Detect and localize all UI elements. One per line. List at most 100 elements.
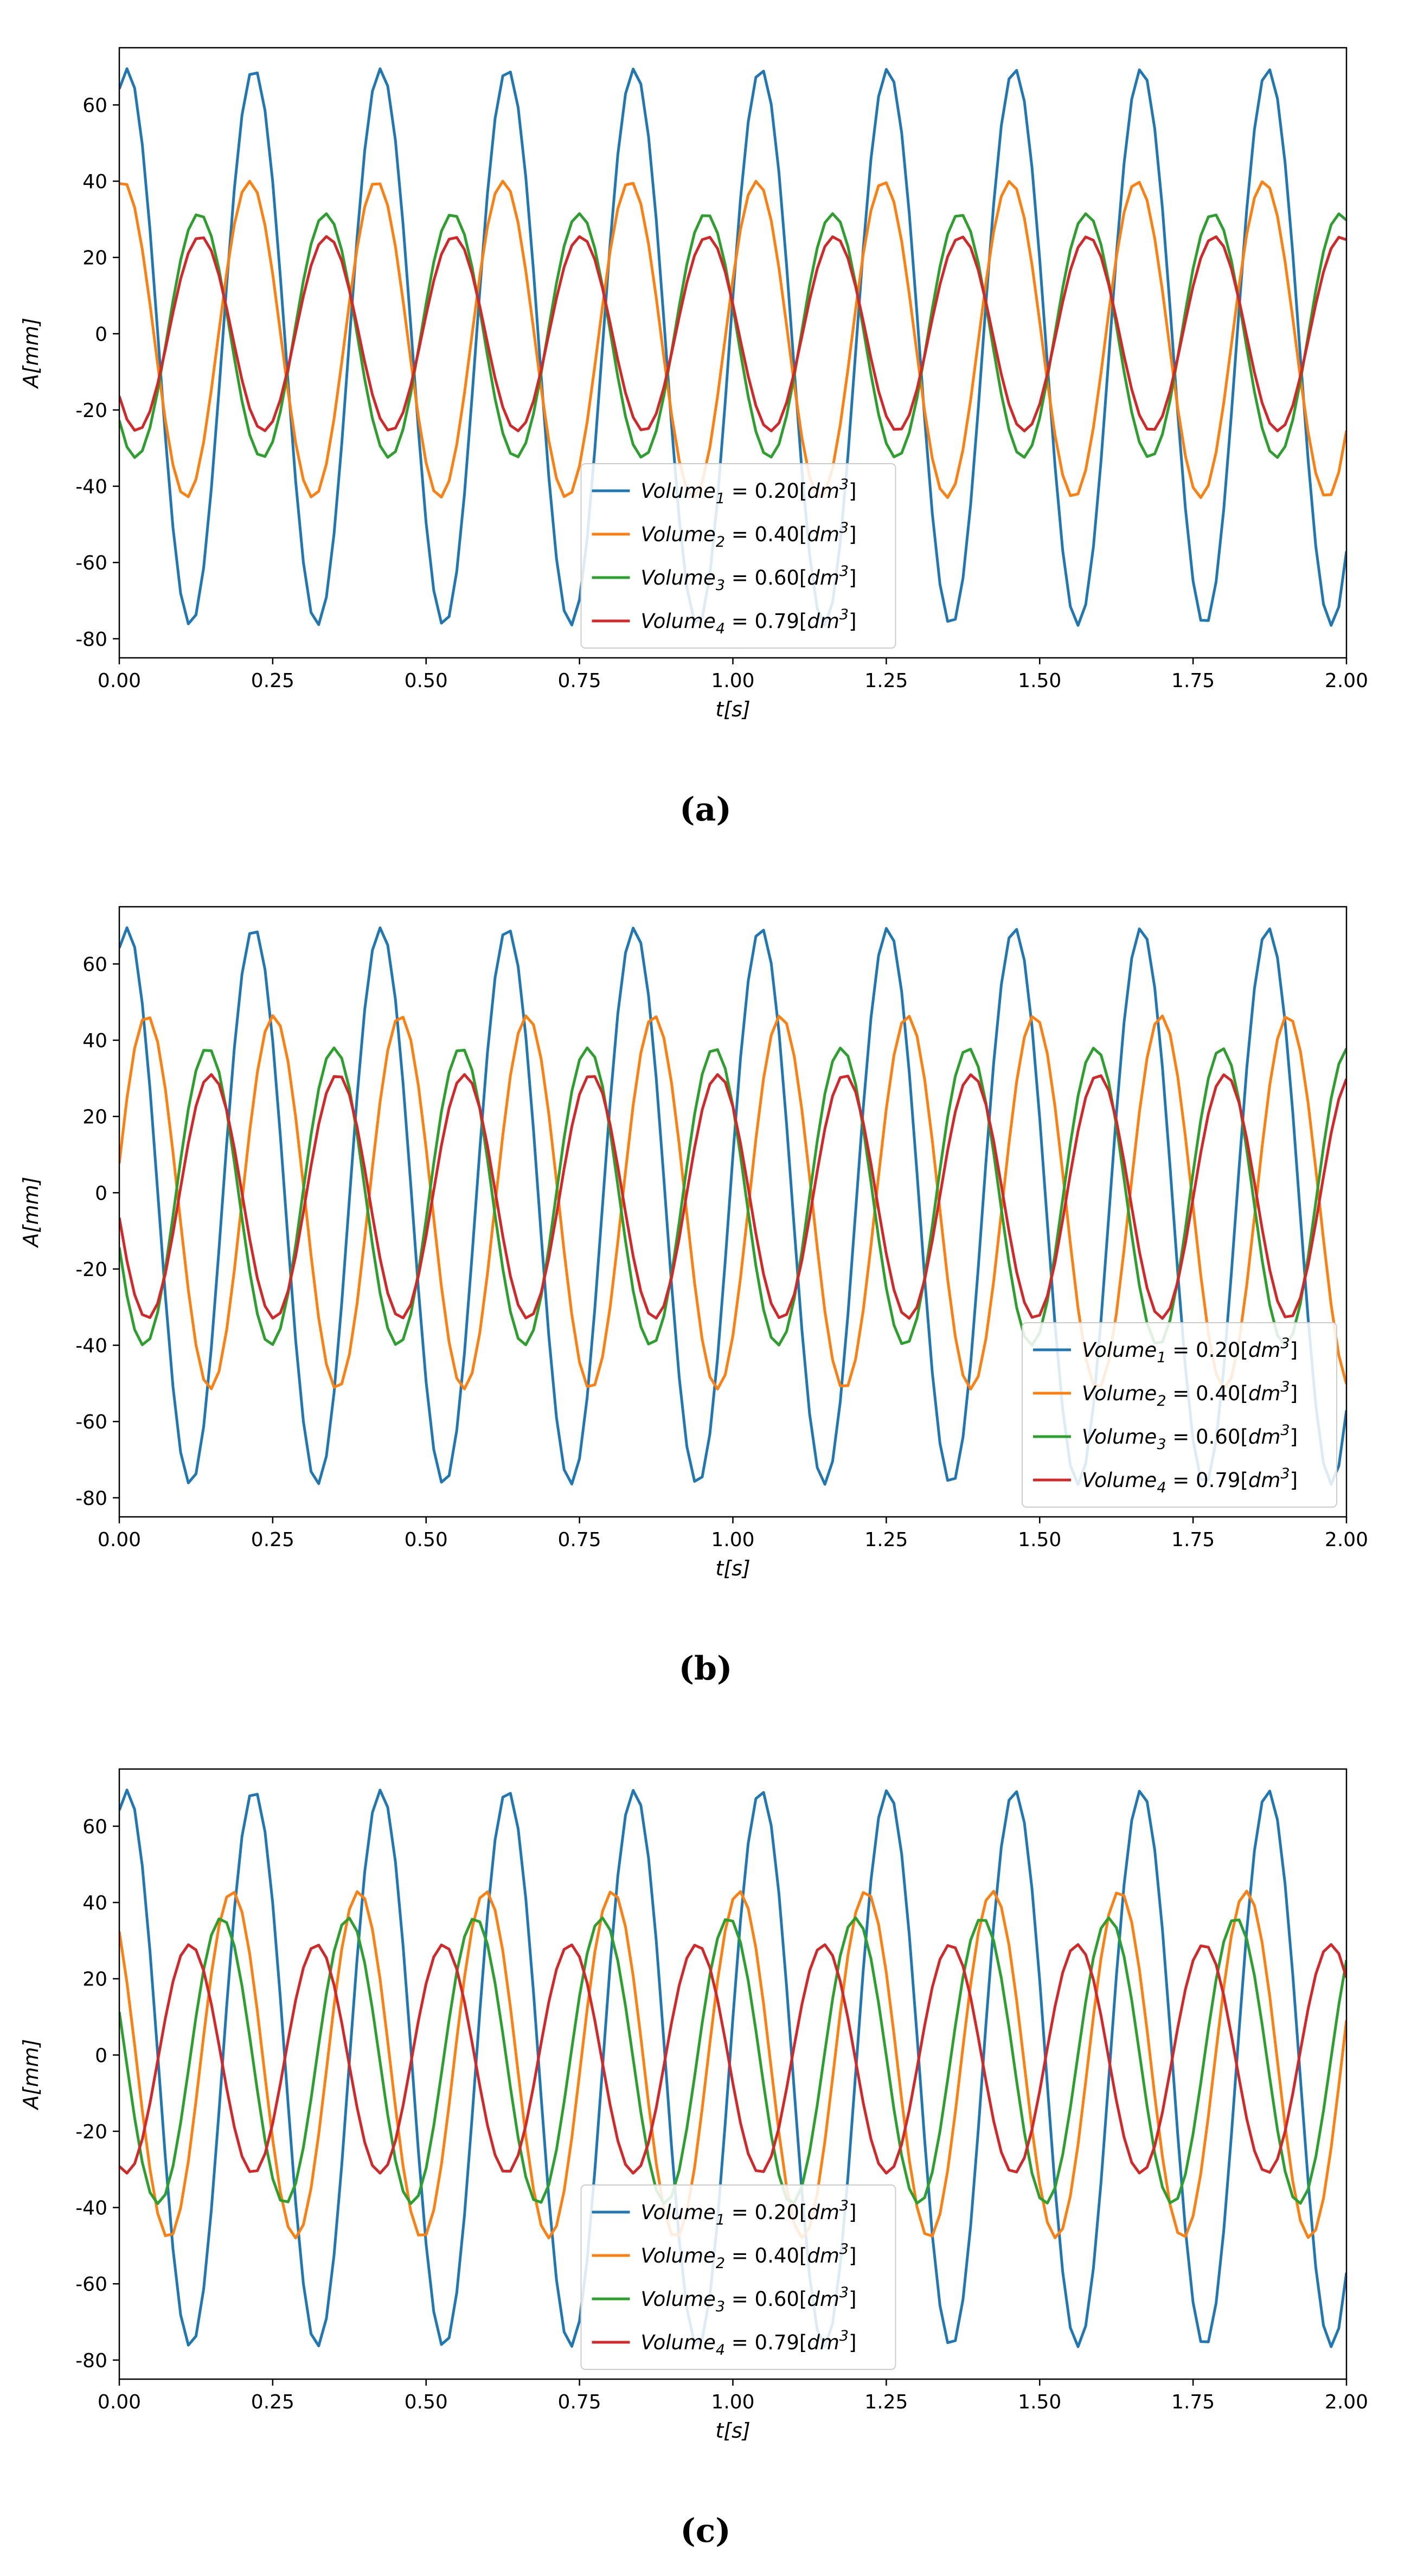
- y-tick-label-c-6: 40: [82, 1892, 107, 1914]
- y-axis-label-b: A[mm]: [19, 1177, 43, 1249]
- y-tick-label-b-3: -20: [75, 1259, 107, 1281]
- x-tick-label-a-1: 0.25: [251, 670, 294, 692]
- x-axis-label-b: t[s]: [715, 1556, 750, 1580]
- legend-a: Volume1 = 0.20[dm3] Volume2 = 0.40[dm3] Vo…: [580, 463, 896, 649]
- x-tick-label-b-0: 0.00: [98, 1529, 141, 1551]
- y-tick-label-b-5: 20: [82, 1106, 107, 1129]
- series-line-c-3: [119, 1916, 1346, 2205]
- legend-box-a: [580, 463, 896, 649]
- panel-a: 0.00 0.25 0.50 0.75 1.00 1.25 1.50 1.75 2.00 -80…: [19, 47, 1368, 829]
- caption-c: (c): [680, 2512, 730, 2550]
- y-tick-label-a-0: -80: [75, 629, 107, 651]
- legend-box-c: [580, 2184, 896, 2370]
- x-tick-label-c-4: 1.00: [711, 2391, 754, 2413]
- y-tick-label-a-3: -20: [75, 400, 107, 422]
- x-axis-label-a: t[s]: [715, 697, 750, 721]
- series-line-b-4: [119, 1073, 1346, 1320]
- legend-label-b-3: Volume3 = 0.60[dm3]: [1082, 1422, 1298, 1453]
- y-tick-label-a-5: 20: [82, 247, 107, 270]
- x-axis-a: 0.00 0.25 0.50 0.75 1.00 1.25 1.50 1.75 2.00: [98, 658, 1368, 692]
- x-tick-label-a-7: 1.75: [1171, 670, 1215, 692]
- x-tick-label-b-8: 2.00: [1325, 1529, 1368, 1551]
- series-line-a-2: [119, 180, 1346, 499]
- y-tick-label-b-1: -60: [75, 1411, 107, 1433]
- x-axis-b: 0.00 0.25 0.50 0.75 1.00 1.25 1.50 1.75 2.00: [98, 1517, 1368, 1551]
- y-tick-label-b-6: 40: [82, 1030, 107, 1052]
- y-tick-label-b-0: -80: [75, 1488, 107, 1510]
- legend-label-b-1: Volume1 = 0.20[dm3]: [1082, 1335, 1298, 1366]
- x-tick-label-b-4: 1.00: [711, 1529, 754, 1551]
- x-tick-label-c-1: 0.25: [251, 2391, 294, 2413]
- x-tick-label-a-6: 1.50: [1018, 670, 1061, 692]
- y-axis-b: -80 -60 -40 -20 0 20 40 60: [75, 953, 119, 1510]
- y-tick-label-a-4: 0: [95, 323, 107, 345]
- legend-label-b-2: Volume2 = 0.40[dm3]: [1082, 1379, 1298, 1409]
- y-tick-label-a-1: -60: [75, 552, 107, 574]
- x-tick-label-a-4: 1.00: [711, 670, 754, 692]
- x-tick-label-c-8: 2.00: [1325, 2391, 1368, 2413]
- x-tick-label-a-3: 0.75: [558, 670, 601, 692]
- series-lines-c: [119, 1789, 1346, 2348]
- x-tick-label-c-5: 1.25: [864, 2391, 908, 2413]
- y-tick-label-b-4: 0: [95, 1182, 107, 1204]
- x-tick-label-c-7: 1.75: [1171, 2391, 1215, 2413]
- y-tick-label-a-2: -40: [75, 476, 107, 498]
- y-axis-label-a: A[mm]: [19, 318, 43, 390]
- panel-c: 0.00 0.25 0.50 0.75 1.00 1.25 1.50 1.75 2.00 -80…: [19, 1768, 1368, 2550]
- x-tick-label-a-5: 1.25: [864, 670, 908, 692]
- y-tick-label-c-4: 0: [95, 2045, 107, 2067]
- x-tick-label-b-7: 1.75: [1171, 1529, 1215, 1551]
- y-axis-c: -80 -60 -40 -20 0 20 40 60: [75, 1816, 119, 2372]
- x-tick-label-c-3: 0.75: [558, 2391, 601, 2413]
- legend-c: Volume1 = 0.20[dm3] Volume2 = 0.40[dm3] Vo…: [580, 2184, 896, 2370]
- legend-label-c-2: Volume2 = 0.40[dm3]: [641, 2241, 857, 2272]
- y-tick-label-c-1: -60: [75, 2273, 107, 2296]
- legend-b: Volume1 = 0.20[dm3] Volume2 = 0.40[dm3] Vo…: [1022, 1322, 1337, 1508]
- caption-b: (b): [679, 1650, 733, 1688]
- legend-label-c-3: Volume3 = 0.60[dm3]: [641, 2284, 857, 2315]
- series-lines-b: [119, 926, 1346, 1486]
- y-tick-label-c-5: 20: [82, 1969, 107, 1991]
- y-tick-label-c-7: 60: [82, 1816, 107, 1838]
- series-line-a-4: [119, 235, 1346, 433]
- series-line-a-1: [119, 67, 1346, 627]
- y-tick-label-a-6: 40: [82, 171, 107, 193]
- x-tick-label-a-8: 2.00: [1325, 670, 1368, 692]
- x-axis-c: 0.00 0.25 0.50 0.75 1.00 1.25 1.50 1.75 2.00: [98, 2379, 1368, 2413]
- y-tick-label-c-0: -80: [75, 2350, 107, 2372]
- legend-label-a-1: Volume1 = 0.20[dm3]: [641, 476, 857, 507]
- y-tick-label-b-7: 60: [82, 953, 107, 976]
- legend-label-a-2: Volume2 = 0.40[dm3]: [641, 520, 857, 550]
- x-tick-label-a-2: 0.50: [405, 670, 448, 692]
- caption-a: (a): [679, 791, 732, 829]
- y-tick-label-b-2: -40: [75, 1335, 107, 1357]
- x-axis-label-c: t[s]: [715, 2419, 750, 2443]
- legend-box-b: [1022, 1322, 1337, 1508]
- x-tick-label-c-6: 1.50: [1018, 2391, 1061, 2413]
- series-line-b-1: [119, 926, 1346, 1486]
- series-line-c-1: [119, 1789, 1346, 2348]
- series-line-c-2: [119, 1889, 1346, 2240]
- x-tick-label-c-2: 0.50: [405, 2391, 448, 2413]
- series-line-b-2: [119, 1014, 1346, 1390]
- legend-label-b-4: Volume4 = 0.79[dm3]: [1082, 1465, 1298, 1496]
- legend-label-a-4: Volume4 = 0.79[dm3]: [641, 606, 857, 637]
- x-tick-label-b-2: 0.50: [405, 1529, 448, 1551]
- series-line-c-4: [119, 1943, 1346, 2175]
- x-tick-label-b-1: 0.25: [251, 1529, 294, 1551]
- y-tick-label-c-2: -40: [75, 2197, 107, 2220]
- y-tick-label-a-7: 60: [82, 94, 107, 117]
- panel-b: 0.00 0.25 0.50 0.75 1.00 1.25 1.50 1.75 2.00 -80…: [19, 906, 1368, 1688]
- x-tick-label-a-0: 0.00: [98, 670, 141, 692]
- x-tick-label-b-3: 0.75: [558, 1529, 601, 1551]
- y-axis-a: -80 -60 -40 -20 0 20 40 60: [75, 94, 119, 651]
- x-tick-label-c-0: 0.00: [98, 2391, 141, 2413]
- y-axis-label-c: A[mm]: [19, 2039, 43, 2111]
- legend-label-c-1: Volume1 = 0.20[dm3]: [641, 2197, 857, 2228]
- series-lines-a: [119, 67, 1346, 627]
- x-tick-label-b-6: 1.50: [1018, 1529, 1061, 1551]
- y-tick-label-c-3: -20: [75, 2121, 107, 2143]
- legend-label-c-4: Volume4 = 0.79[dm3]: [641, 2328, 857, 2359]
- x-tick-label-b-5: 1.25: [864, 1529, 908, 1551]
